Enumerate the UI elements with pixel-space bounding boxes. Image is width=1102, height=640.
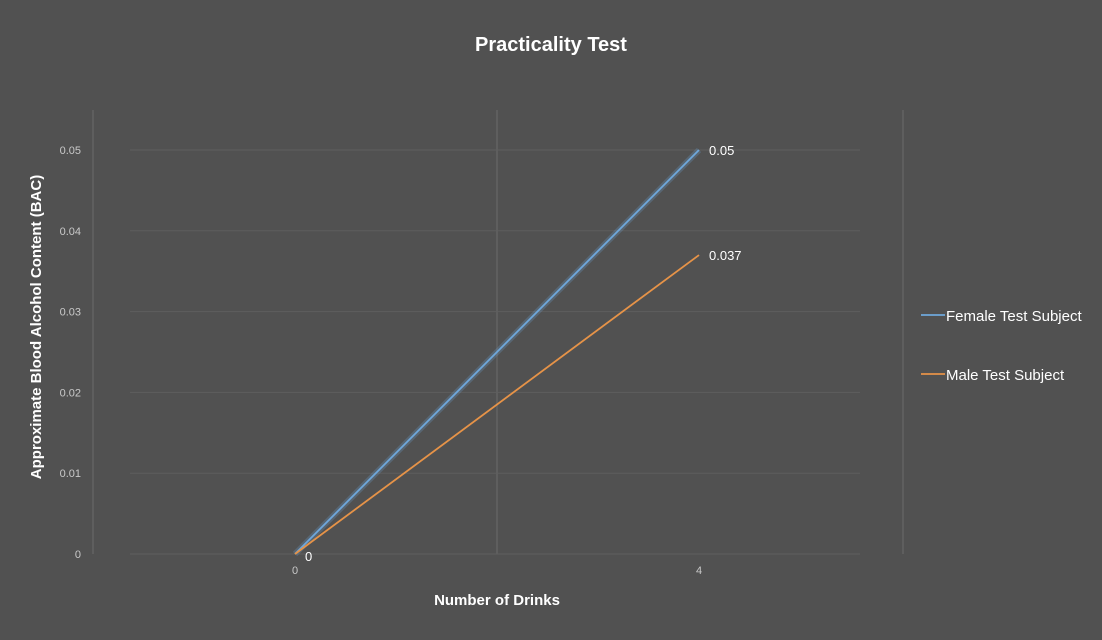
y-tick-label: 0 — [75, 549, 81, 561]
legend-label: Male Test Subject — [946, 367, 1065, 384]
y-tick-label: 0.01 — [60, 468, 81, 480]
series-line-male-test-subject — [294, 254, 700, 555]
y-tick-label: 0.03 — [60, 307, 81, 319]
axis-ticks: 0 0.01 0.02 0.03 0.04 0.05 0 4 — [60, 145, 702, 577]
y-tick-label: 0.05 — [60, 145, 81, 157]
x-axis-title: Number of Drinks — [434, 592, 560, 609]
chart-title: Practicality Test — [475, 34, 627, 56]
series-lines — [292, 147, 702, 557]
y-tick-label: 0.04 — [60, 226, 81, 238]
data-label: 0.05 — [709, 143, 734, 158]
data-labels: 0 0.05 0.037 — [305, 143, 742, 564]
legend-label: Female Test Subject — [946, 308, 1082, 325]
x-tick-label: 0 — [292, 565, 298, 577]
series-line-female-test-subject — [294, 149, 700, 555]
x-tick-label: 4 — [696, 565, 702, 577]
y-axis-title: Approximate Blood Alcohol Content (BAC) — [28, 175, 45, 479]
legend: Female Test Subject Male Test Subject — [921, 308, 1082, 384]
grid — [92, 110, 904, 555]
data-label: 0.037 — [709, 248, 742, 263]
y-tick-label: 0.02 — [60, 387, 81, 399]
data-label: 0 — [305, 549, 312, 564]
